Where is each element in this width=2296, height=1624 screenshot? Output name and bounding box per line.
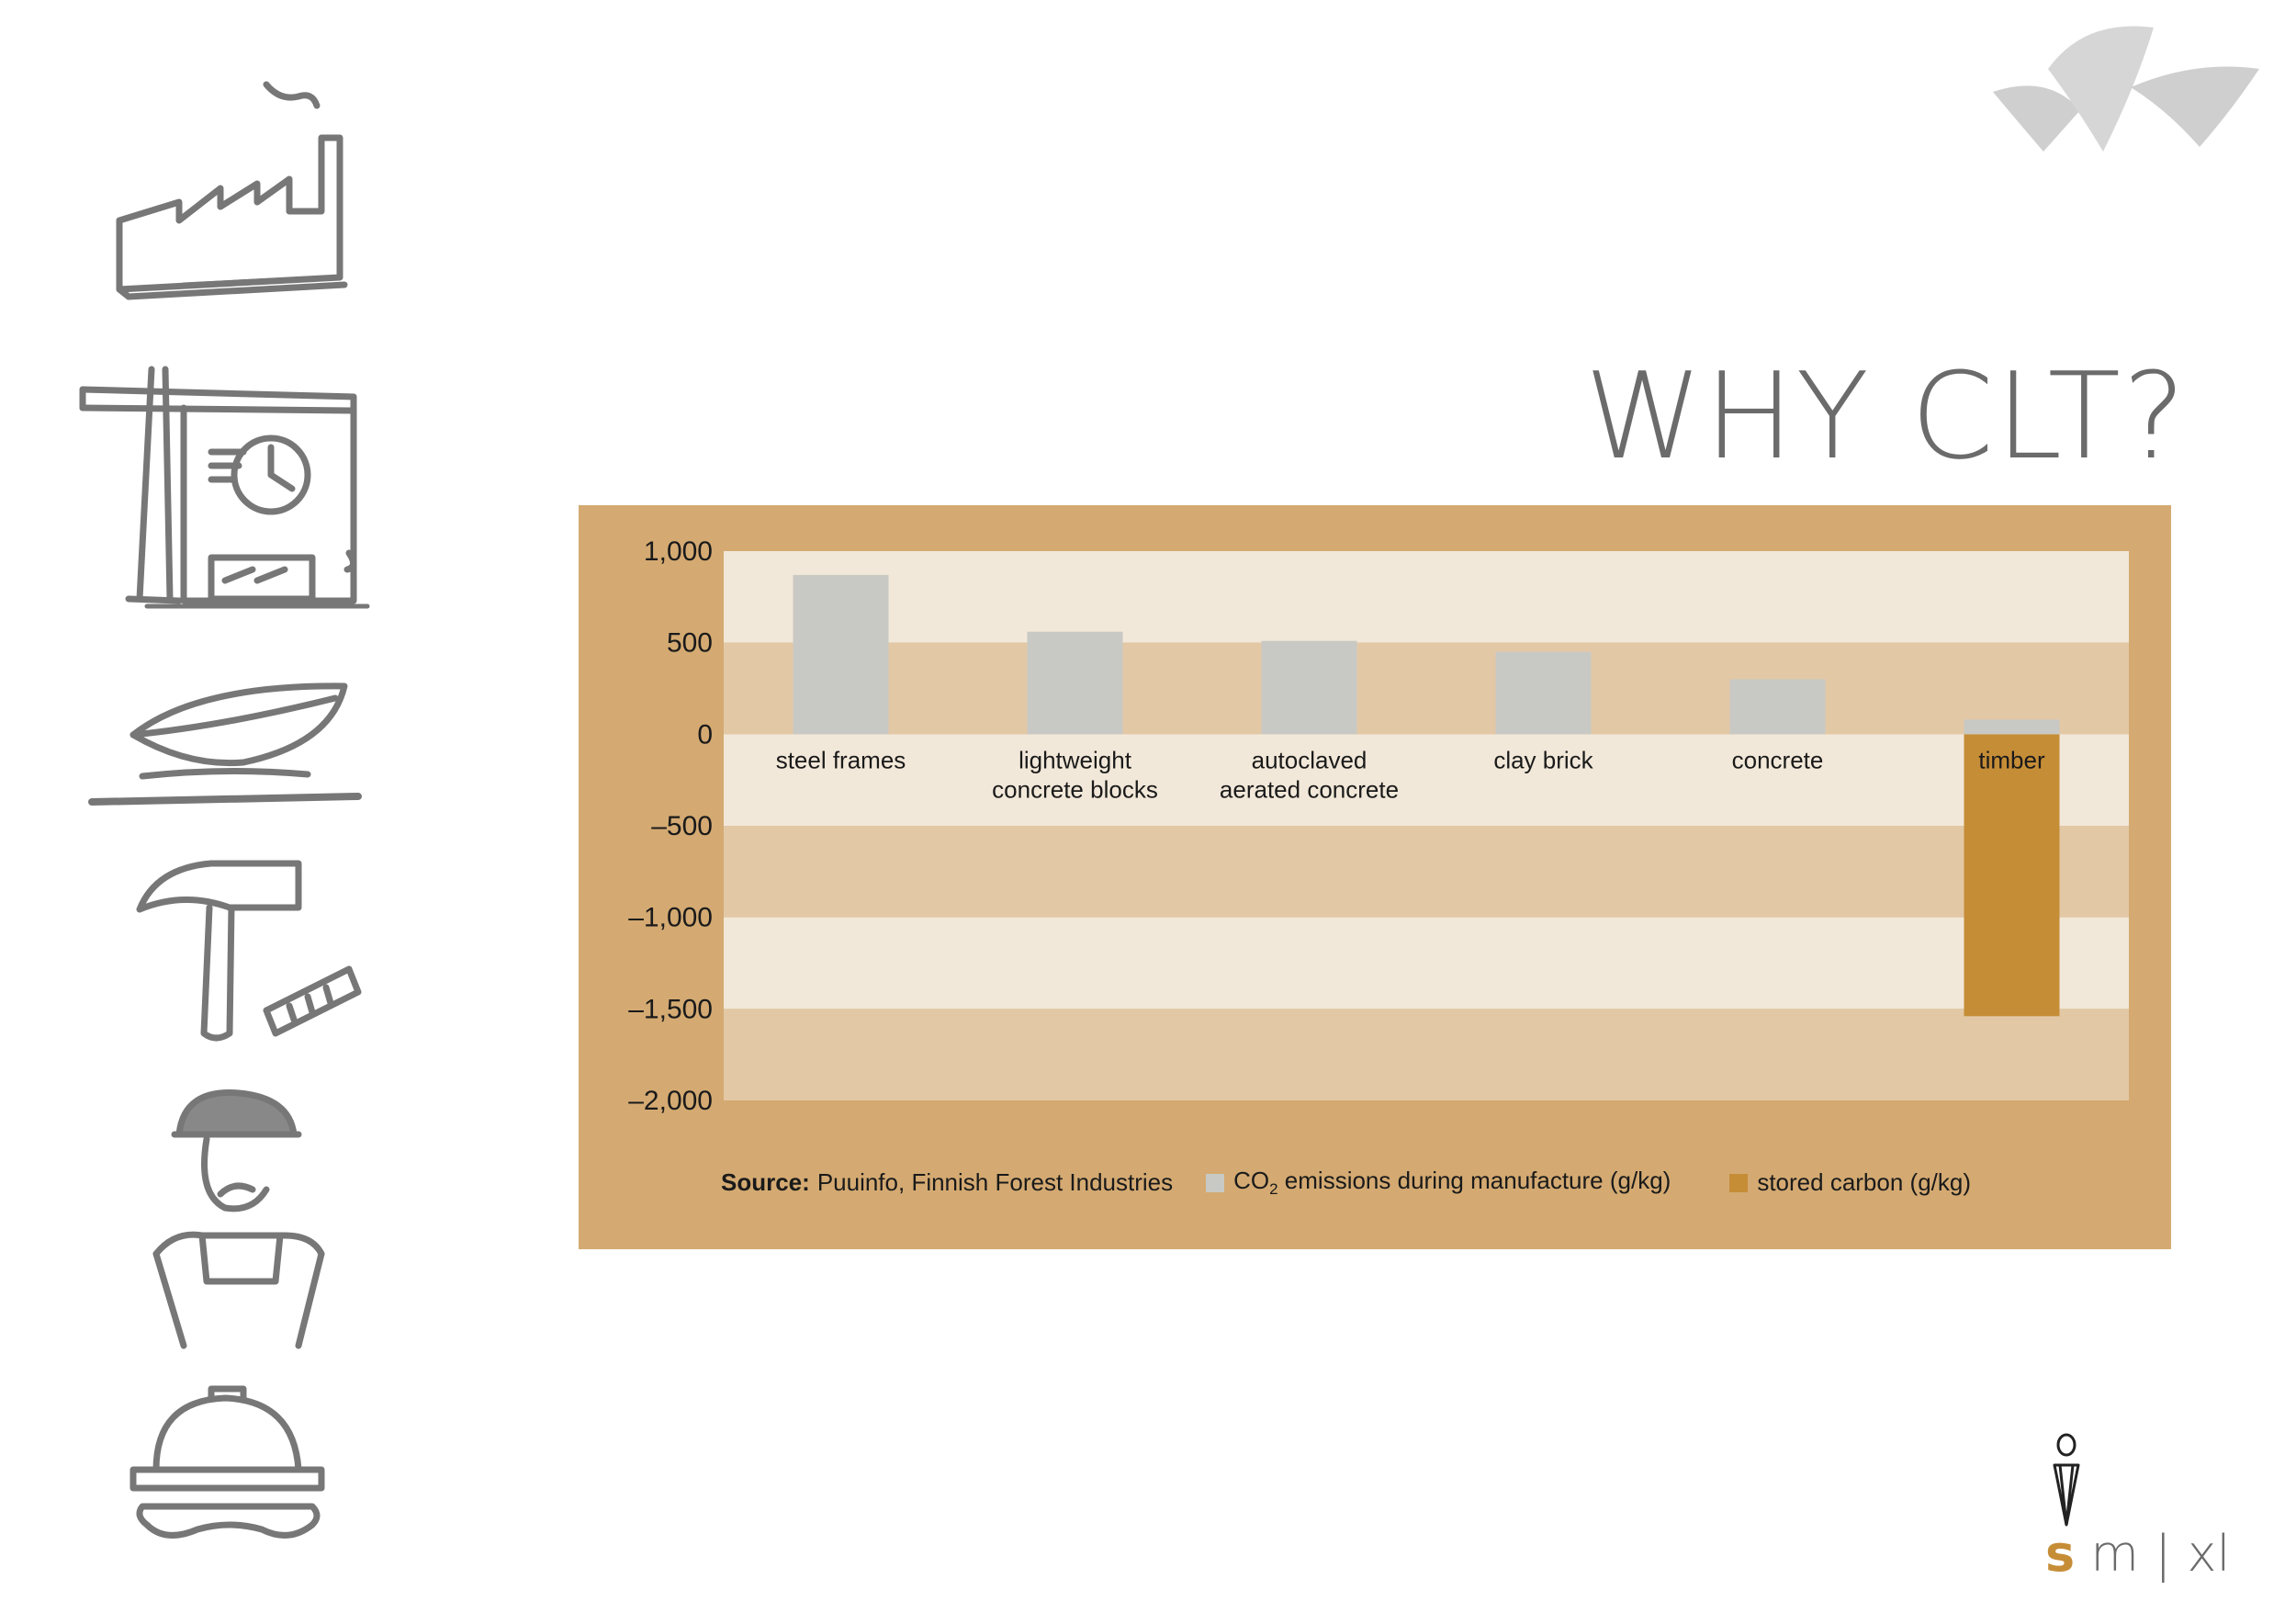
y-tick-label: –1,500 [628, 994, 713, 1024]
chart-panel: 1,000 500 0 –500 –1,000 –1,500 –2,000 steel fra… [579, 505, 2171, 1249]
category-label: aerated concrete [1220, 775, 1399, 803]
brand-size-xl: xl [2187, 1525, 2231, 1583]
page-title: WHY CLT? [1584, 346, 2188, 486]
brand-separator-1: | [2155, 1525, 2172, 1583]
grid-band [724, 734, 2129, 826]
hammer-icon [136, 860, 362, 1042]
y-tick-label: –2,000 [628, 1086, 713, 1116]
y-tick-label: –1,000 [628, 903, 713, 933]
bar-emissions [1261, 640, 1357, 735]
brand-logo: s m | xl [2034, 1433, 2230, 1589]
factory-icon [116, 81, 348, 300]
grid-band [724, 917, 2129, 1009]
category-label: lightweight [1019, 746, 1132, 773]
source-label: Source: [721, 1168, 810, 1197]
shells-logo [1993, 26, 2259, 152]
grid-band [724, 551, 2129, 643]
legend-swatch-stored [1729, 1173, 1749, 1192]
grid-band [724, 1009, 2129, 1100]
category-label: autoclaved [1252, 746, 1367, 773]
y-tick-label: 500 [667, 628, 713, 659]
legend-item-emissions: CO2 emissions during manufacture (g/kg) [1206, 1167, 1671, 1199]
chart-legend: Source: Puuinfo, Finnish Forest Industri… [721, 1167, 1971, 1199]
y-tick-label: 1,000 [644, 536, 713, 567]
grid-band [724, 642, 2129, 735]
bar-emissions [1964, 719, 2060, 735]
hard-hat-icon [129, 1385, 325, 1539]
brand-size-s: s [2045, 1525, 2076, 1583]
category-label: clay brick [1493, 746, 1593, 773]
bar-emissions [1729, 679, 1826, 735]
y-tick-label: 0 [697, 719, 713, 750]
crane-icon [79, 366, 370, 609]
category-label: steel frames [776, 746, 906, 773]
bar-chart: 1,000 500 0 –500 –1,000 –1,500 –2,000 steel fra… [628, 536, 2129, 1116]
bar-stored-carbon [1964, 734, 2060, 1017]
y-tick-label: –500 [651, 811, 713, 841]
brand-figure-icon [2053, 1433, 2080, 1527]
brand-text: s m | xl [2045, 1525, 2230, 1583]
worker-icon [152, 1089, 325, 1349]
legend-swatch-emissions [1206, 1173, 1225, 1192]
category-label: concrete [1732, 746, 1824, 773]
brand-size-m: m [2090, 1525, 2139, 1583]
source-text: Puuinfo, Finnish Forest Industries [816, 1168, 1174, 1197]
bar-emissions [793, 574, 889, 735]
grid-band [724, 826, 2129, 918]
legend-label-emissions: CO2 emissions during manufacture (g/kg) [1233, 1167, 1671, 1199]
category-label: concrete blocks [992, 775, 1158, 803]
leaf-icon [88, 682, 362, 806]
legend-item-stored: stored carbon (g/kg) [1729, 1168, 1971, 1197]
bar-emissions [1027, 631, 1123, 735]
bar-emissions [1495, 651, 1592, 735]
legend-label-stored: stored carbon (g/kg) [1757, 1168, 1971, 1197]
category-label: timber [1978, 746, 2045, 773]
